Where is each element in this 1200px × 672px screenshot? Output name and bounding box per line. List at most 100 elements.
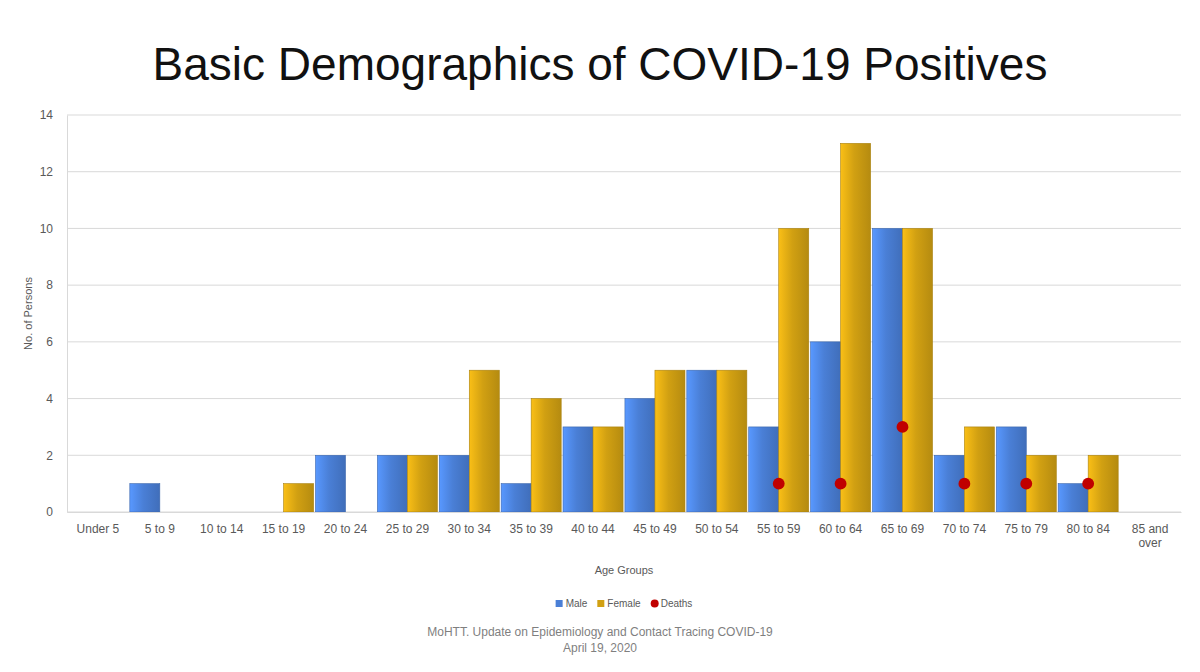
x-tick-label: 45 to 49 [633, 522, 677, 536]
y-tick-label: 4 [46, 392, 53, 406]
bar [687, 370, 717, 512]
x-tick: Under 5 [77, 512, 120, 536]
bar [377, 455, 407, 512]
x-tick-label: 75 to 79 [1005, 522, 1049, 536]
x-tick: 30 to 34 [448, 512, 492, 536]
bar [501, 484, 531, 512]
bar [1058, 484, 1088, 512]
x-tick-label: 25 to 29 [386, 522, 430, 536]
x-tick: 70 to 74 [943, 512, 987, 536]
bar [841, 143, 871, 512]
x-tick-label: 20 to 24 [324, 522, 368, 536]
x-tick: 65 to 69 [881, 512, 925, 536]
annotation: April 19, 2020 [563, 641, 637, 655]
bar [254, 512, 284, 513]
y-tick: 0 [46, 505, 67, 519]
y-tick-label: 2 [46, 449, 53, 463]
x-tick-label: 10 to 14 [200, 522, 244, 536]
x-tick-label: 70 to 74 [943, 522, 987, 536]
plot: 0 2 4 6 8 10 12 14 Under 5 5 to 9 10 to 14 15 to 19… [40, 108, 1182, 550]
bar [625, 399, 655, 512]
bar [1150, 512, 1180, 513]
point [1082, 478, 1094, 490]
legend-item: Male [556, 598, 588, 609]
bar [407, 455, 437, 512]
grid [67, 115, 1181, 512]
y-tick-label: 6 [46, 335, 53, 349]
y-tick-label: 8 [46, 278, 53, 292]
bar [68, 512, 98, 513]
y-tick-label: 0 [46, 505, 53, 519]
point [835, 478, 847, 490]
x-tick-label: 30 to 34 [448, 522, 492, 536]
bar [98, 512, 128, 513]
legend-label: Female [607, 598, 641, 609]
x-tick: 85 andover [1132, 512, 1169, 550]
bar [655, 370, 685, 512]
grid-line [67, 341, 1181, 342]
bar [563, 427, 593, 512]
y-tick: 10 [40, 222, 67, 236]
legend-item: Female [597, 598, 641, 609]
x-tick: 20 to 24 [324, 512, 368, 536]
legend-swatch [556, 600, 563, 607]
x-tick: 10 to 14 [200, 512, 244, 536]
bar [593, 427, 623, 512]
x-tick-label: 50 to 54 [695, 522, 739, 536]
x-tick-label: 15 to 19 [262, 522, 306, 536]
bar [469, 370, 499, 512]
x-tick: 50 to 54 [695, 512, 739, 536]
bar [130, 484, 160, 512]
title: Basic Demographics of COVID-19 Positives [153, 38, 1048, 90]
bar [192, 512, 222, 513]
x-tick: 5 to 9 [145, 512, 175, 536]
point [1020, 478, 1032, 490]
legend-label: Male [566, 598, 588, 609]
bar [346, 512, 376, 513]
bar-series [284, 143, 1119, 512]
y-tick: 6 [46, 335, 67, 349]
x-tick-label: 60 to 64 [819, 522, 863, 536]
bar [1120, 512, 1150, 513]
x-axis-title: Age Groups [595, 564, 654, 576]
bar [222, 512, 252, 513]
x-tick: 80 to 84 [1066, 512, 1110, 536]
grid-line [67, 285, 1181, 286]
bar [439, 455, 469, 512]
legend-swatch [597, 600, 604, 607]
marks [130, 143, 1118, 512]
bar [779, 228, 809, 512]
y-tick: 14 [40, 108, 67, 122]
bar [964, 427, 994, 512]
y-tick: 12 [40, 165, 67, 179]
x-tick: 60 to 64 [819, 512, 863, 536]
x-tick-label: 40 to 44 [571, 522, 615, 536]
x-tick: 45 to 49 [633, 512, 677, 536]
x-tick: 25 to 29 [386, 512, 430, 536]
y-tick-label: 12 [40, 165, 54, 179]
y-axis-title: No. of Persons [22, 277, 34, 350]
x-tick-label: 65 to 69 [881, 522, 925, 536]
y-tick: 2 [46, 449, 67, 463]
y-axis: 0 2 4 6 8 10 12 14 [40, 108, 68, 519]
bar [996, 427, 1026, 512]
y-tick-label: 14 [40, 108, 54, 122]
x-tick: 40 to 44 [571, 512, 615, 536]
bar [160, 512, 190, 513]
point [958, 478, 970, 490]
y-tick: 4 [46, 392, 67, 406]
point [897, 421, 909, 433]
bar [872, 228, 902, 512]
grid-line [67, 171, 1181, 172]
bar [315, 455, 345, 512]
grid-line [67, 398, 1181, 399]
bar [903, 228, 933, 512]
point-series [773, 421, 1094, 490]
bar [749, 427, 779, 512]
legend: Male Female Deaths [556, 598, 693, 609]
legend-item: Deaths [651, 598, 693, 609]
x-tick-label: 5 to 9 [145, 522, 175, 536]
grid-line [67, 228, 1181, 229]
bar [284, 484, 314, 512]
chart: Basic Demographics of COVID-19 Positives… [0, 0, 1200, 672]
